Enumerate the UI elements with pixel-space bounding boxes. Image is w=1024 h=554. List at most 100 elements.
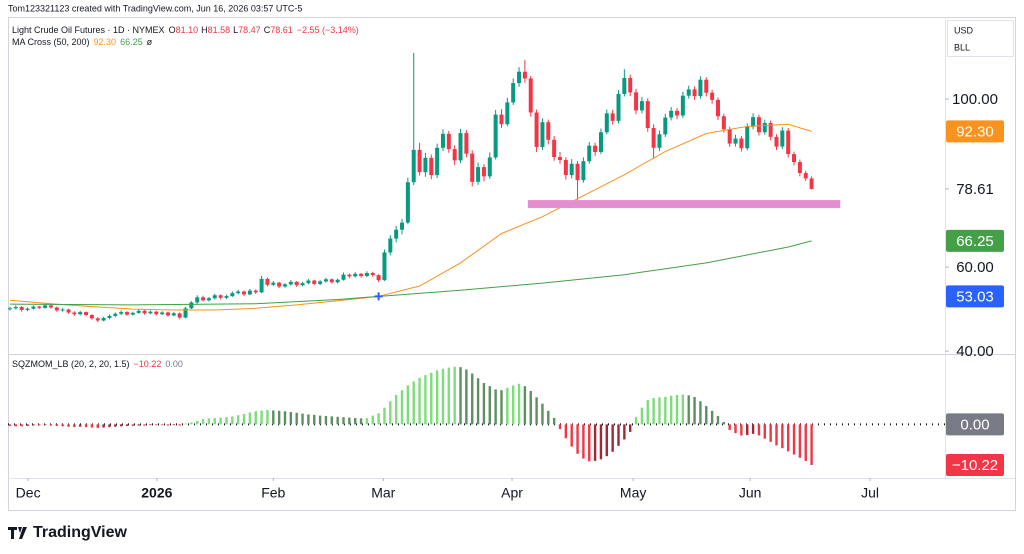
candle-body [60,309,65,311]
candle-body [13,307,18,309]
candle-body [511,83,516,103]
momentum-bar [38,424,41,426]
candle-body [476,167,481,182]
candle-body [786,130,791,155]
momentum-bar [430,372,433,425]
series-legend: Light Crude Oil Futures · 1D · NYMEX O81.… [12,25,359,35]
cross-badge: 53.03 [956,288,994,305]
momentum-bar [617,424,620,446]
momentum-bar [55,424,58,426]
momentum-bar [646,400,649,425]
candle-body [663,117,668,135]
candle-body [201,297,206,301]
y-tick-label: 60.00 [956,259,994,276]
ohlc-key: H [201,25,208,35]
candle-body [610,113,615,121]
momentum-bar [389,401,392,425]
momentum-bar [8,424,12,426]
momentum-bar [248,412,252,425]
momentum-bar [213,417,216,425]
momentum-badge-bg [946,453,1004,476]
osc-title: SQZMOM_LB (20, 2, 20, 1.5) [12,359,130,369]
candle-body [604,113,609,133]
candle-body [400,222,405,230]
x-tick-label: Jul [861,485,879,501]
candle-body [306,280,311,284]
momentum-bar [693,396,696,425]
candle-body [792,154,797,163]
cross-marker [374,292,383,301]
candle-body [569,163,574,176]
candle-body [598,132,603,152]
momentum-bar [143,424,146,426]
candle-body [54,307,59,311]
momentum-bar [786,424,790,452]
ohlc-key: O [169,25,176,35]
candle-body [686,89,691,96]
momentum-bar [172,424,176,426]
candle-body [19,307,24,310]
candle-body [739,138,744,149]
x-tick-label: Apr [501,485,523,501]
momentum-bar [219,417,222,425]
momentum-bar [178,424,181,426]
unit-box[interactable] [947,20,1014,57]
momentum-bar [535,397,538,425]
candle-body [593,145,598,152]
momentum-bar [658,397,661,425]
x-tick-label: Mar [371,485,395,501]
x-tick-label: Jun [739,485,762,501]
momentum-bar [79,424,82,427]
momentum-bar [775,424,778,446]
momentum-bar [125,424,129,426]
momentum-bar [225,417,228,425]
momentum-bar [588,424,591,462]
candle-body [440,133,445,148]
momentum-bar [634,417,638,425]
momentum-bar [547,410,550,425]
momentum-bar [664,396,667,425]
momentum-bar [318,415,322,425]
momentum-bar [541,403,544,425]
ma-legend: MA Cross (50, 200) 92.30 66.25 ø [12,37,153,47]
momentum-bar [359,418,363,425]
candle-body [481,167,486,177]
candle-body [25,308,30,310]
momentum-bar [593,424,597,461]
momentum-bar [792,424,796,455]
momentum-bar [681,394,685,425]
candle-body [458,133,463,161]
candle-body [271,282,276,285]
momentum-bar [459,367,462,425]
candle-body [288,281,293,285]
momentum-bar [266,410,269,425]
candle-body [218,295,223,298]
logo: TradingView [8,524,128,541]
candle-body [756,117,761,133]
candle-body [575,163,580,181]
unit[interactable]: BLL [954,42,970,52]
candle-body [803,172,808,179]
change: −2.55 (−3.14%) [297,25,359,35]
candle-body [797,162,802,173]
candle-body [376,275,381,281]
candle-body [119,312,124,314]
momentum-bar [61,424,64,427]
candle-body [242,291,247,295]
x-tick-label: Dec [16,485,41,501]
candle-body [329,279,334,283]
momentum-bar [710,410,714,425]
momentum-bar [465,369,468,425]
candle-body [557,157,562,160]
candle-body [177,313,182,318]
currency[interactable]: USD [954,25,974,35]
support-zone [527,200,841,209]
momentum-bar [330,416,334,425]
momentum-bar [751,424,755,434]
candle-body [364,273,369,276]
candle-body [680,95,685,116]
candle-body [78,312,83,315]
candle-body [130,312,135,315]
